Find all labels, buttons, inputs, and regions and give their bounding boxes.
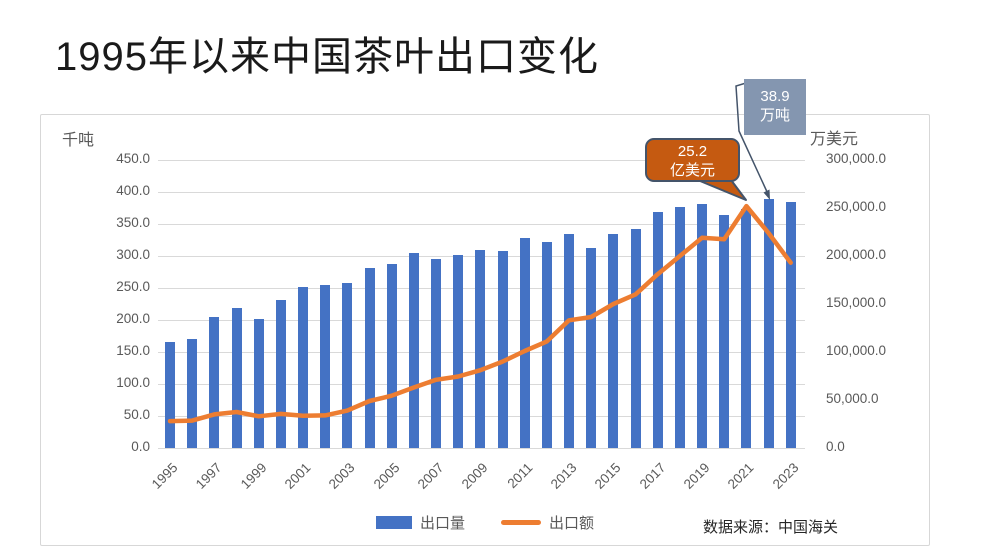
right-axis-title: 万美元 [810, 131, 859, 148]
bar-2001 [298, 286, 308, 448]
bar-2020 [719, 215, 730, 448]
left-tick-label: 200.0 [116, 311, 150, 326]
legend-item-value: 出口额 [501, 512, 594, 533]
gridline [158, 223, 805, 225]
chart-title: 1995年以来中国茶叶出口变化 [55, 35, 599, 79]
bar-2011 [519, 238, 530, 448]
right-tick-label: 100,000.0 [826, 343, 887, 358]
bar-2006 [408, 253, 419, 448]
data-source-note: 数据来源：中国海关 [703, 519, 839, 536]
annotation-value-peak: 25.2 亿美元 [645, 138, 740, 182]
legend-item-volume: 出口量 [375, 512, 465, 533]
bar-2019 [697, 204, 708, 448]
bar-2003 [342, 282, 353, 448]
gridline [158, 447, 805, 449]
right-tick-label: 300,000.0 [826, 151, 887, 166]
legend-label-volume: 出口量 [419, 515, 465, 532]
left-tick-label: 400.0 [116, 183, 150, 198]
bar-2012 [541, 241, 552, 448]
bar-2002 [320, 285, 331, 448]
right-tick-label: 250,000.0 [826, 199, 887, 214]
legend-line-swatch-icon [501, 520, 541, 525]
bar-1996 [187, 339, 198, 448]
bar-2022 [763, 199, 774, 448]
bar-2015 [608, 233, 619, 448]
bar-2021 [741, 209, 752, 448]
bar-2005 [386, 263, 397, 448]
bar-1999 [253, 319, 264, 448]
bar-2016 [630, 229, 641, 448]
bar-2013 [564, 234, 575, 448]
left-tick-label: 100.0 [116, 375, 150, 390]
bar-2007 [431, 258, 441, 448]
bar-1995 [165, 341, 175, 448]
right-tick-label: 150,000.0 [826, 295, 887, 310]
bar-1997 [209, 317, 220, 448]
annotation-volume-peak: 38.9 万吨 [744, 79, 806, 135]
legend-bar-swatch-icon [375, 516, 412, 529]
bar-2018 [674, 206, 685, 448]
left-tick-label: 0.0 [131, 439, 150, 454]
bar-2010 [497, 250, 508, 448]
left-tick-label: 450.0 [116, 151, 150, 166]
bar-2017 [652, 212, 663, 448]
right-tick-label: 50,000.0 [826, 391, 879, 406]
bar-2023 [785, 202, 796, 448]
bar-1998 [231, 308, 242, 448]
bar-2000 [275, 300, 286, 448]
right-tick-label: 0.0 [826, 439, 845, 454]
left-tick-label: 300.0 [116, 247, 150, 262]
annotation-value-value: 25.2 [677, 143, 708, 160]
right-tick-label: 200,000.0 [826, 247, 887, 262]
left-tick-label: 350.0 [116, 215, 150, 230]
legend-label-value: 出口额 [549, 515, 595, 532]
bar-2004 [364, 268, 375, 448]
left-tick-label: 150.0 [116, 343, 150, 358]
gridline [158, 159, 805, 161]
bar-2008 [453, 254, 464, 448]
left-axis-title: 千吨 [62, 132, 95, 149]
gridline [158, 191, 805, 193]
left-tick-label: 250.0 [116, 279, 150, 294]
annotation-volume-unit: 万吨 [759, 107, 790, 124]
annotation-volume-value: 38.9 [760, 88, 790, 105]
bar-2014 [586, 248, 597, 448]
legend: 出口量 出口额 [40, 512, 930, 533]
bar-2009 [475, 250, 486, 448]
annotation-value-unit: 亿美元 [669, 162, 715, 179]
left-tick-label: 50.0 [123, 407, 150, 422]
